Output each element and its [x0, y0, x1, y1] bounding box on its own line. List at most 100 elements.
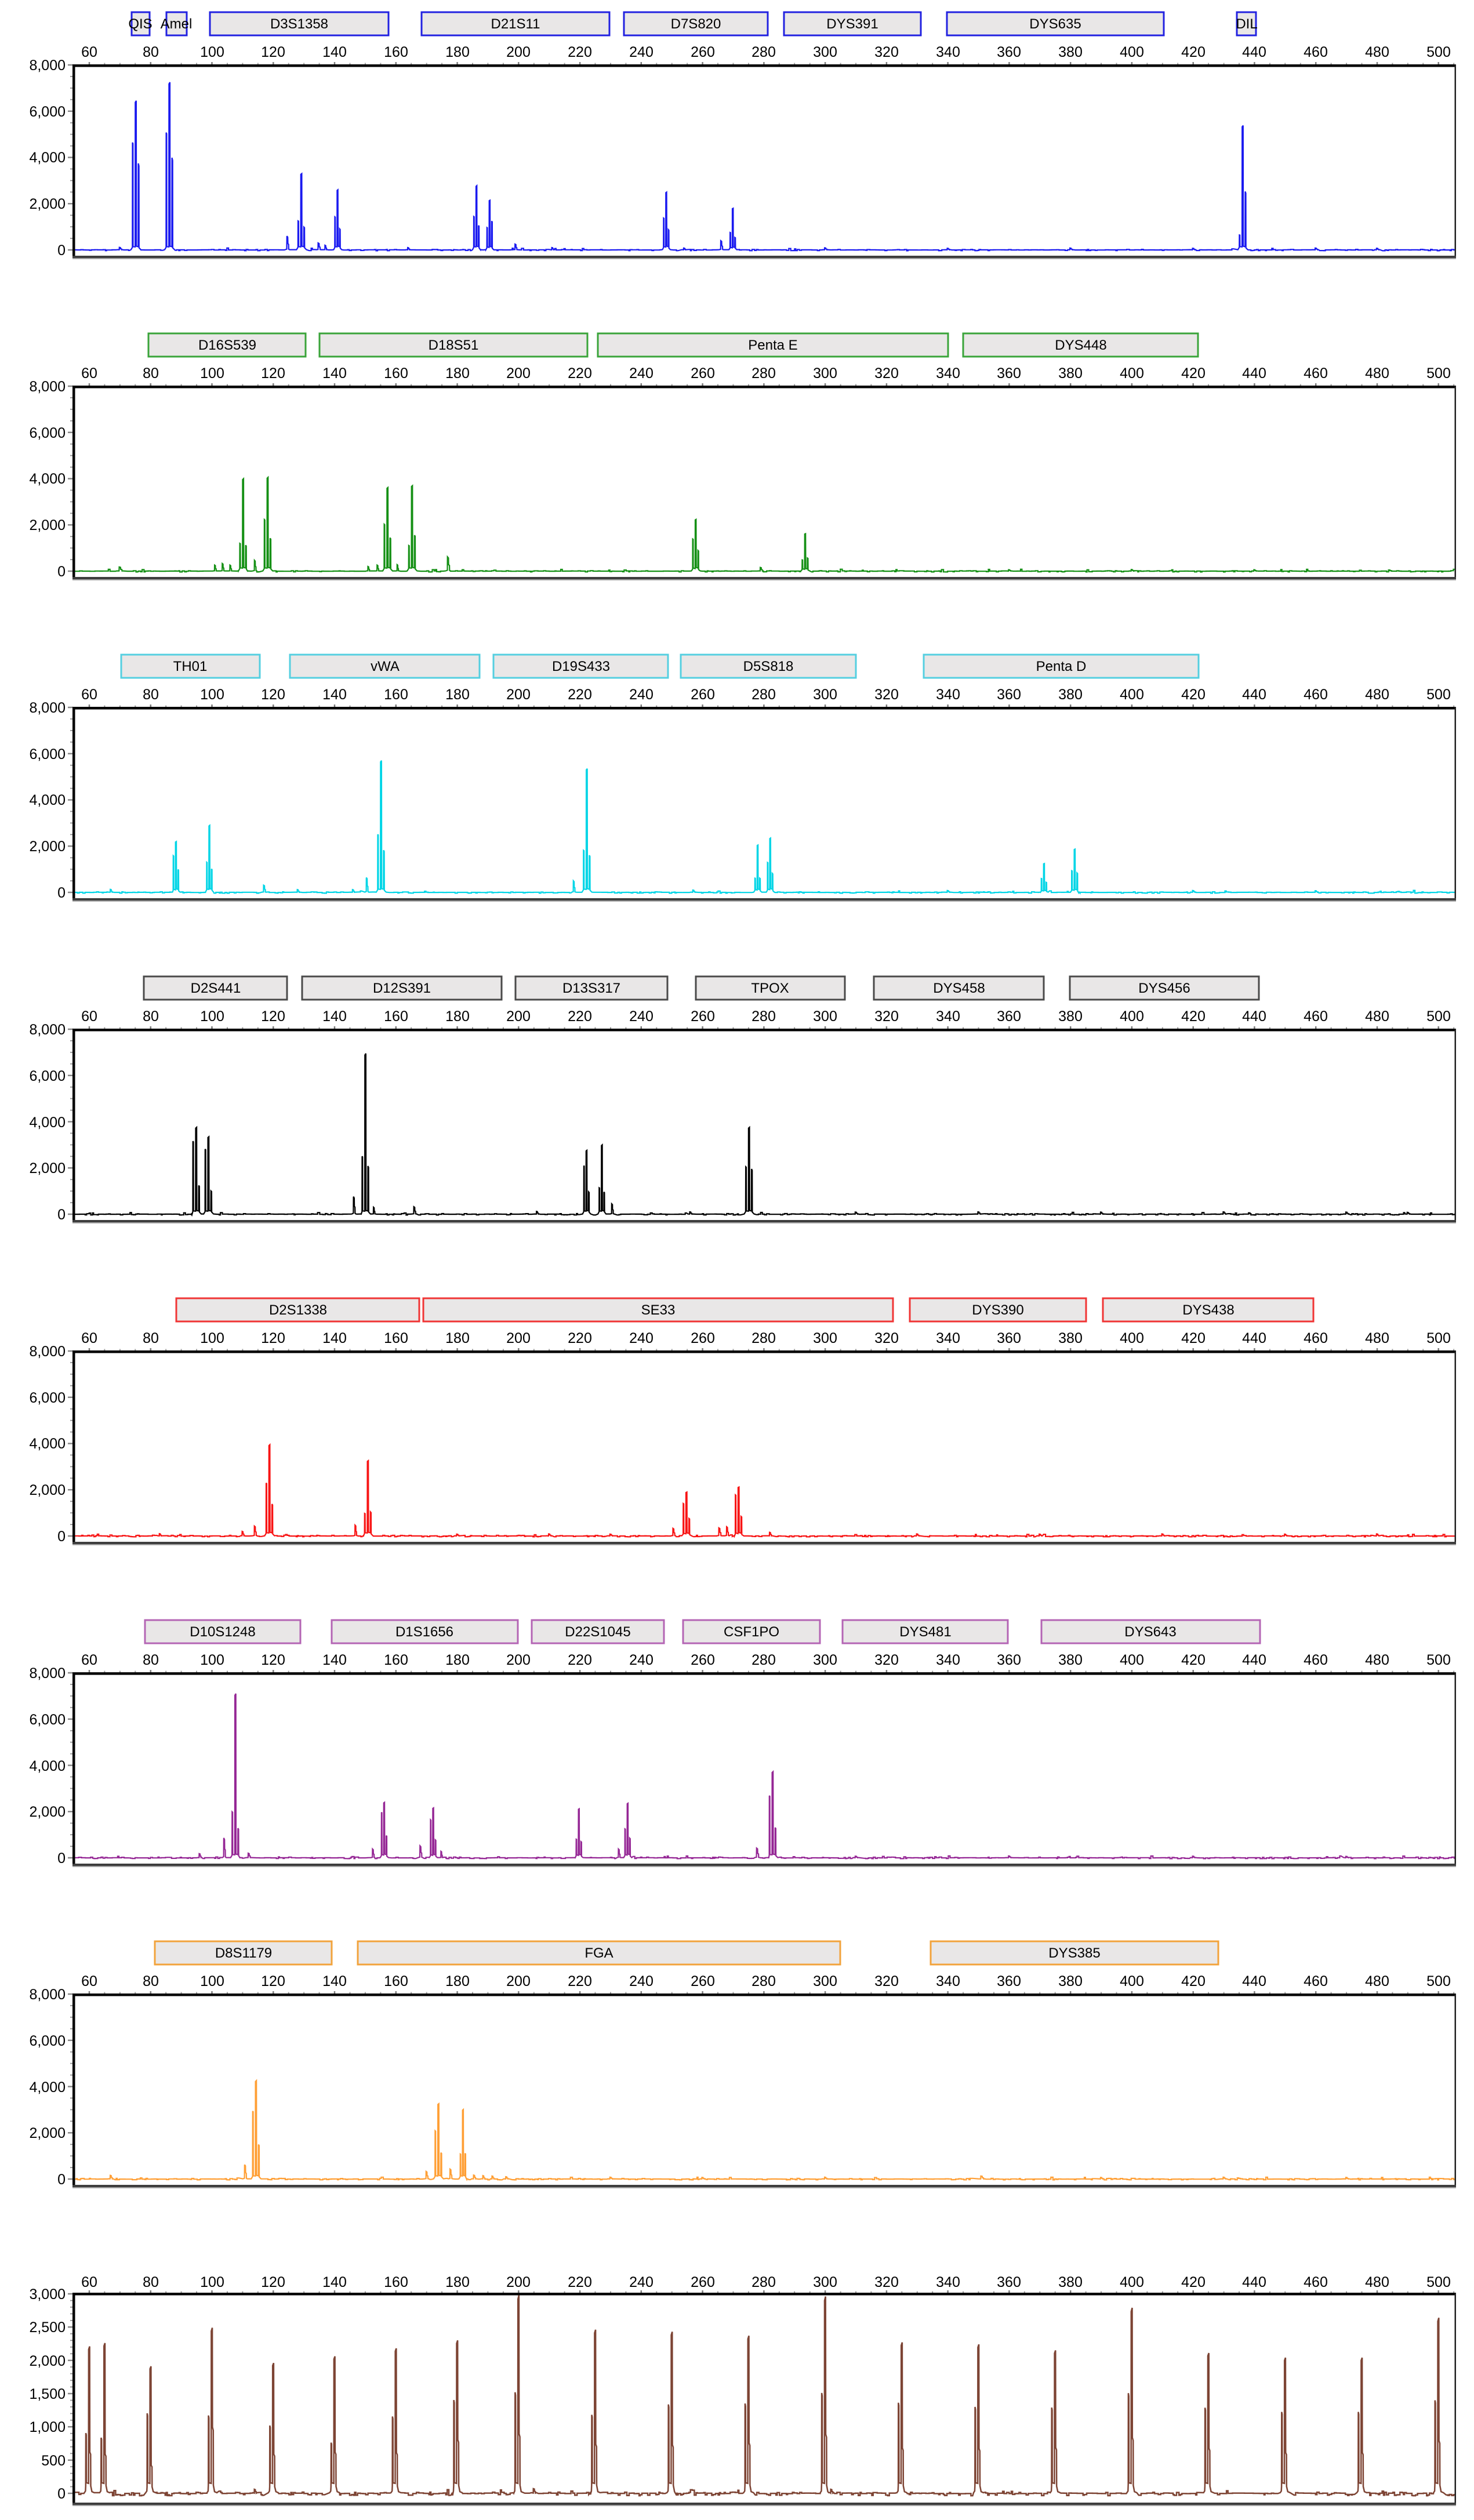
- svg-text:380: 380: [1058, 687, 1083, 703]
- svg-text:420: 420: [1181, 1330, 1206, 1346]
- svg-text:Penta E: Penta E: [748, 337, 797, 353]
- svg-text:120: 120: [261, 44, 285, 60]
- svg-text:D3S1358: D3S1358: [270, 16, 328, 32]
- svg-text:360: 360: [997, 1330, 1021, 1346]
- svg-text:80: 80: [143, 687, 159, 703]
- svg-text:DYS448: DYS448: [1055, 337, 1106, 353]
- svg-text:100: 100: [200, 44, 224, 60]
- svg-text:300: 300: [813, 44, 837, 60]
- svg-text:200: 200: [506, 1008, 531, 1025]
- svg-text:DYS391: DYS391: [826, 16, 878, 32]
- svg-text:180: 180: [445, 1652, 470, 1668]
- svg-text:320: 320: [874, 1652, 899, 1668]
- svg-text:300: 300: [813, 687, 837, 703]
- svg-text:280: 280: [751, 365, 776, 382]
- svg-text:360: 360: [997, 1008, 1021, 1025]
- svg-text:480: 480: [1365, 1973, 1389, 1989]
- svg-text:300: 300: [813, 1008, 837, 1025]
- svg-text:D5S818: D5S818: [743, 659, 794, 674]
- svg-text:220: 220: [568, 365, 592, 382]
- svg-text:360: 360: [997, 1973, 1021, 1989]
- svg-text:D21S11: D21S11: [491, 16, 540, 32]
- svg-text:300: 300: [813, 365, 837, 382]
- svg-text:280: 280: [751, 1652, 776, 1668]
- svg-text:0: 0: [57, 2172, 66, 2188]
- svg-text:8,000: 8,000: [29, 1343, 66, 1360]
- svg-text:3,000: 3,000: [29, 2286, 66, 2303]
- svg-text:vWA: vWA: [371, 659, 400, 674]
- svg-text:200: 200: [506, 365, 531, 382]
- svg-text:D16S539: D16S539: [198, 337, 256, 353]
- svg-text:440: 440: [1242, 1652, 1266, 1668]
- svg-text:280: 280: [751, 1330, 776, 1346]
- svg-text:80: 80: [143, 365, 159, 382]
- svg-text:340: 340: [936, 1330, 960, 1346]
- svg-text:440: 440: [1242, 1330, 1266, 1346]
- svg-text:320: 320: [874, 2274, 899, 2290]
- svg-text:440: 440: [1242, 365, 1266, 382]
- svg-text:260: 260: [691, 365, 715, 382]
- svg-text:380: 380: [1058, 44, 1083, 60]
- svg-text:DYS438: DYS438: [1182, 1302, 1234, 1318]
- svg-text:0: 0: [57, 1850, 66, 1867]
- svg-text:500: 500: [1426, 44, 1451, 60]
- svg-text:280: 280: [751, 44, 776, 60]
- svg-text:4,000: 4,000: [29, 1758, 66, 1774]
- svg-text:380: 380: [1058, 365, 1083, 382]
- svg-text:2,000: 2,000: [29, 2125, 66, 2141]
- svg-text:440: 440: [1242, 687, 1266, 703]
- svg-text:120: 120: [261, 1652, 285, 1668]
- svg-text:180: 180: [445, 2274, 470, 2290]
- svg-text:8,000: 8,000: [29, 1987, 66, 2003]
- svg-text:4,000: 4,000: [29, 150, 66, 166]
- svg-text:Penta D: Penta D: [1036, 659, 1087, 674]
- svg-text:420: 420: [1181, 687, 1206, 703]
- svg-text:140: 140: [322, 687, 347, 703]
- svg-text:360: 360: [997, 687, 1021, 703]
- svg-text:160: 160: [384, 687, 408, 703]
- svg-text:460: 460: [1304, 44, 1328, 60]
- svg-text:140: 140: [322, 2274, 347, 2290]
- svg-text:240: 240: [629, 1330, 654, 1346]
- svg-text:460: 460: [1304, 1330, 1328, 1346]
- svg-text:0: 0: [57, 1528, 66, 1545]
- svg-text:340: 340: [936, 1652, 960, 1668]
- svg-text:DYS481: DYS481: [899, 1624, 951, 1640]
- svg-text:4,000: 4,000: [29, 1114, 66, 1131]
- svg-text:220: 220: [568, 1008, 592, 1025]
- svg-text:6,000: 6,000: [29, 1390, 66, 1406]
- svg-text:420: 420: [1181, 44, 1206, 60]
- svg-text:320: 320: [874, 365, 899, 382]
- svg-text:180: 180: [445, 687, 470, 703]
- svg-text:320: 320: [874, 1008, 899, 1025]
- svg-text:60: 60: [81, 2274, 97, 2290]
- svg-text:2,000: 2,000: [29, 1160, 66, 1177]
- svg-text:80: 80: [143, 1330, 159, 1346]
- svg-text:260: 260: [691, 2274, 715, 2290]
- svg-text:D1S1656: D1S1656: [395, 1624, 453, 1640]
- svg-text:FGA: FGA: [584, 1945, 613, 1961]
- svg-text:160: 160: [384, 1652, 408, 1668]
- svg-text:360: 360: [997, 2274, 1021, 2290]
- svg-text:DYS385: DYS385: [1048, 1945, 1100, 1961]
- svg-text:140: 140: [322, 1652, 347, 1668]
- svg-text:6,000: 6,000: [29, 425, 66, 441]
- svg-text:460: 460: [1304, 1973, 1328, 1989]
- svg-text:200: 200: [506, 1652, 531, 1668]
- svg-text:220: 220: [568, 1652, 592, 1668]
- svg-text:60: 60: [81, 1973, 97, 1989]
- svg-text:4,000: 4,000: [29, 471, 66, 487]
- svg-text:2,000: 2,000: [29, 517, 66, 533]
- svg-text:2,000: 2,000: [29, 838, 66, 855]
- svg-text:480: 480: [1365, 2274, 1389, 2290]
- svg-text:280: 280: [751, 1008, 776, 1025]
- svg-text:240: 240: [629, 365, 654, 382]
- svg-text:100: 100: [200, 2274, 224, 2290]
- svg-text:100: 100: [200, 687, 224, 703]
- svg-text:220: 220: [568, 1973, 592, 1989]
- svg-text:100: 100: [200, 1008, 224, 1025]
- svg-text:8,000: 8,000: [29, 1022, 66, 1038]
- svg-text:500: 500: [1426, 365, 1451, 382]
- svg-text:180: 180: [445, 44, 470, 60]
- svg-text:D12S391: D12S391: [373, 981, 431, 996]
